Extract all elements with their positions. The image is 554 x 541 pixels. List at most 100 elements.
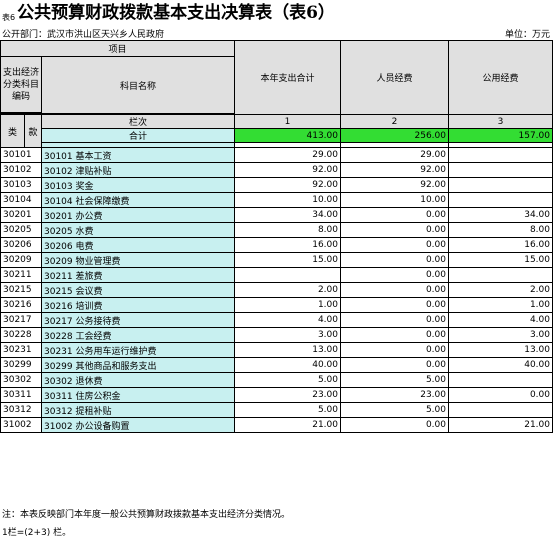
- page-title: 公共预算财政拨款基本支出决算表（表6）: [17, 3, 335, 23]
- table-row: 30311 30311 住房公积金 23.00 23.00 0.00: [0, 387, 553, 403]
- subject-name-cell: 30216 培训费: [41, 297, 235, 313]
- economic-code-cell: 30217: [0, 312, 42, 328]
- economic-code-cell: 30209: [0, 252, 42, 268]
- table-row: 30302 30302 退休费 5.00 5.00: [0, 372, 553, 388]
- personnel-cell: 5.00: [340, 402, 449, 418]
- econ-code-header: 支出经济分类科目编码: [0, 56, 42, 113]
- subject-name-cell: 30217 公务接待费: [41, 312, 235, 328]
- personnel-cell: 0.00: [340, 252, 449, 268]
- personnel-cell: 92.00: [340, 177, 449, 193]
- personnel-cell: 0.00: [340, 342, 449, 358]
- economic-code-cell: 31002: [0, 417, 42, 433]
- table-row: 30231 30231 公务用车运行维护费 13.00 0.00 13.00: [0, 342, 553, 358]
- personnel-cell: 10.00: [340, 192, 449, 208]
- subject-name-cell: 30299 其他商品和服务支出: [41, 357, 235, 373]
- public-total-value: 157.00: [448, 128, 553, 143]
- economic-code-cell: 30311: [0, 387, 42, 403]
- public-cell: [448, 177, 553, 193]
- total-cell: 3.00: [234, 327, 341, 343]
- public-cell: 40.00: [448, 357, 553, 373]
- kuan-header: 款: [24, 114, 42, 148]
- public-cell: [448, 267, 553, 283]
- subject-name-cell: 30228 工会经费: [41, 327, 235, 343]
- economic-code-cell: 30206: [0, 237, 42, 253]
- public-cell: 1.00: [448, 297, 553, 313]
- total-cell: 13.00: [234, 342, 341, 358]
- personnel-cell: 0.00: [340, 312, 449, 328]
- table-row: 30206 30206 电费 16.00 0.00 16.00: [0, 237, 553, 253]
- table-row: 30205 30205 水费 8.00 0.00 8.00: [0, 222, 553, 238]
- public-header: 公用经费: [448, 40, 553, 115]
- public-cell: [448, 162, 553, 178]
- table-row: 30216 30216 培训费 1.00 0.00 1.00: [0, 297, 553, 313]
- total-cell: 29.00: [234, 147, 341, 163]
- economic-code-cell: 30201: [0, 207, 42, 223]
- table-row: 30102 30102 津贴补贴 92.00 92.00: [0, 162, 553, 178]
- department-label: 公开部门：武汉市洪山区天兴乡人民政府: [2, 30, 165, 40]
- personnel-cell: 92.00: [340, 162, 449, 178]
- public-cell: [448, 192, 553, 208]
- col-index-1: 1: [234, 114, 341, 129]
- public-cell: 0.00: [448, 387, 553, 403]
- subject-name-cell: 30209 物业管理费: [41, 252, 235, 268]
- total-cell: 1.00: [234, 297, 341, 313]
- col-index-label: 栏次: [41, 114, 235, 129]
- public-cell: 8.00: [448, 222, 553, 238]
- total-cell: 34.00: [234, 207, 341, 223]
- subject-name-cell: 30211 差旅费: [41, 267, 235, 283]
- subject-name-cell: 30311 住房公积金: [41, 387, 235, 403]
- subject-name-cell: 31002 办公设备购置: [41, 417, 235, 433]
- economic-code-cell: 30215: [0, 282, 42, 298]
- personnel-cell: 29.00: [340, 147, 449, 163]
- total-cell: 15.00: [234, 252, 341, 268]
- economic-code-cell: 30231: [0, 342, 42, 358]
- total-cell: 4.00: [234, 312, 341, 328]
- personnel-cell: 0.00: [340, 297, 449, 313]
- table-row: 30101 30101 基本工资 29.00 29.00: [0, 147, 553, 163]
- total-cell: 5.00: [234, 372, 341, 388]
- personnel-cell: 0.00: [340, 357, 449, 373]
- expenditure-table: 项目 本年支出合计 人员经费 公用经费 支出经济分类科目编码 科目名称 类 款 …: [0, 40, 553, 433]
- economic-code-cell: 30205: [0, 222, 42, 238]
- table-row: 30228 30228 工会经费 3.00 0.00 3.00: [0, 327, 553, 343]
- subject-name-cell: 30102 津贴补贴: [41, 162, 235, 178]
- economic-code-cell: 30312: [0, 402, 42, 418]
- economic-code-cell: 30211: [0, 267, 42, 283]
- unit-label: 单位：万元: [504, 30, 550, 40]
- personnel-header: 人员经费: [340, 40, 449, 115]
- economic-code-cell: 30302: [0, 372, 42, 388]
- public-cell: 4.00: [448, 312, 553, 328]
- total-row-label: 合计: [41, 128, 235, 143]
- subject-name-cell: 30312 提租补贴: [41, 402, 235, 418]
- table-row: 30201 30201 办公费 34.00 0.00 34.00: [0, 207, 553, 223]
- table-row: 30104 30104 社会保障缴费 10.00 10.00: [0, 192, 553, 208]
- subject-name-cell: 30201 办公费: [41, 207, 235, 223]
- personnel-cell: 0.00: [340, 237, 449, 253]
- public-cell: 34.00: [448, 207, 553, 223]
- project-header: 项目: [0, 40, 235, 57]
- personnel-total-value: 256.00: [340, 128, 449, 143]
- title-row: 表6 公共预算财政拨款基本支出决算表（表6）: [2, 2, 335, 24]
- col-index-3: 3: [448, 114, 553, 129]
- table-row: 31002 31002 办公设备购置 21.00 0.00 21.00: [0, 417, 553, 433]
- economic-code-cell: 30228: [0, 327, 42, 343]
- table-row: 30299 30299 其他商品和服务支出 40.00 0.00 40.00: [0, 357, 553, 373]
- col-index-2: 2: [340, 114, 449, 129]
- economic-code-cell: 30103: [0, 177, 42, 193]
- total-cell: 92.00: [234, 177, 341, 193]
- subject-name-cell: 30103 奖金: [41, 177, 235, 193]
- subject-name-cell: 30302 退休费: [41, 372, 235, 388]
- table-row: 30217 30217 公务接待费 4.00 0.00 4.00: [0, 312, 553, 328]
- table-row: 30215 30215 会议费 2.00 0.00 2.00: [0, 282, 553, 298]
- total-cell: 21.00: [234, 417, 341, 433]
- public-cell: 21.00: [448, 417, 553, 433]
- subject-name-cell: 30231 公务用车运行维护费: [41, 342, 235, 358]
- economic-code-cell: 30299: [0, 357, 42, 373]
- table-row: 30211 30211 差旅费 0.00: [0, 267, 553, 283]
- total-cell: 40.00: [234, 357, 341, 373]
- public-cell: 2.00: [448, 282, 553, 298]
- personnel-cell: 0.00: [340, 327, 449, 343]
- subject-name-cell: 30215 会议费: [41, 282, 235, 298]
- table-row: 30312 30312 提租补贴 5.00 5.00: [0, 402, 553, 418]
- economic-code-cell: 30102: [0, 162, 42, 178]
